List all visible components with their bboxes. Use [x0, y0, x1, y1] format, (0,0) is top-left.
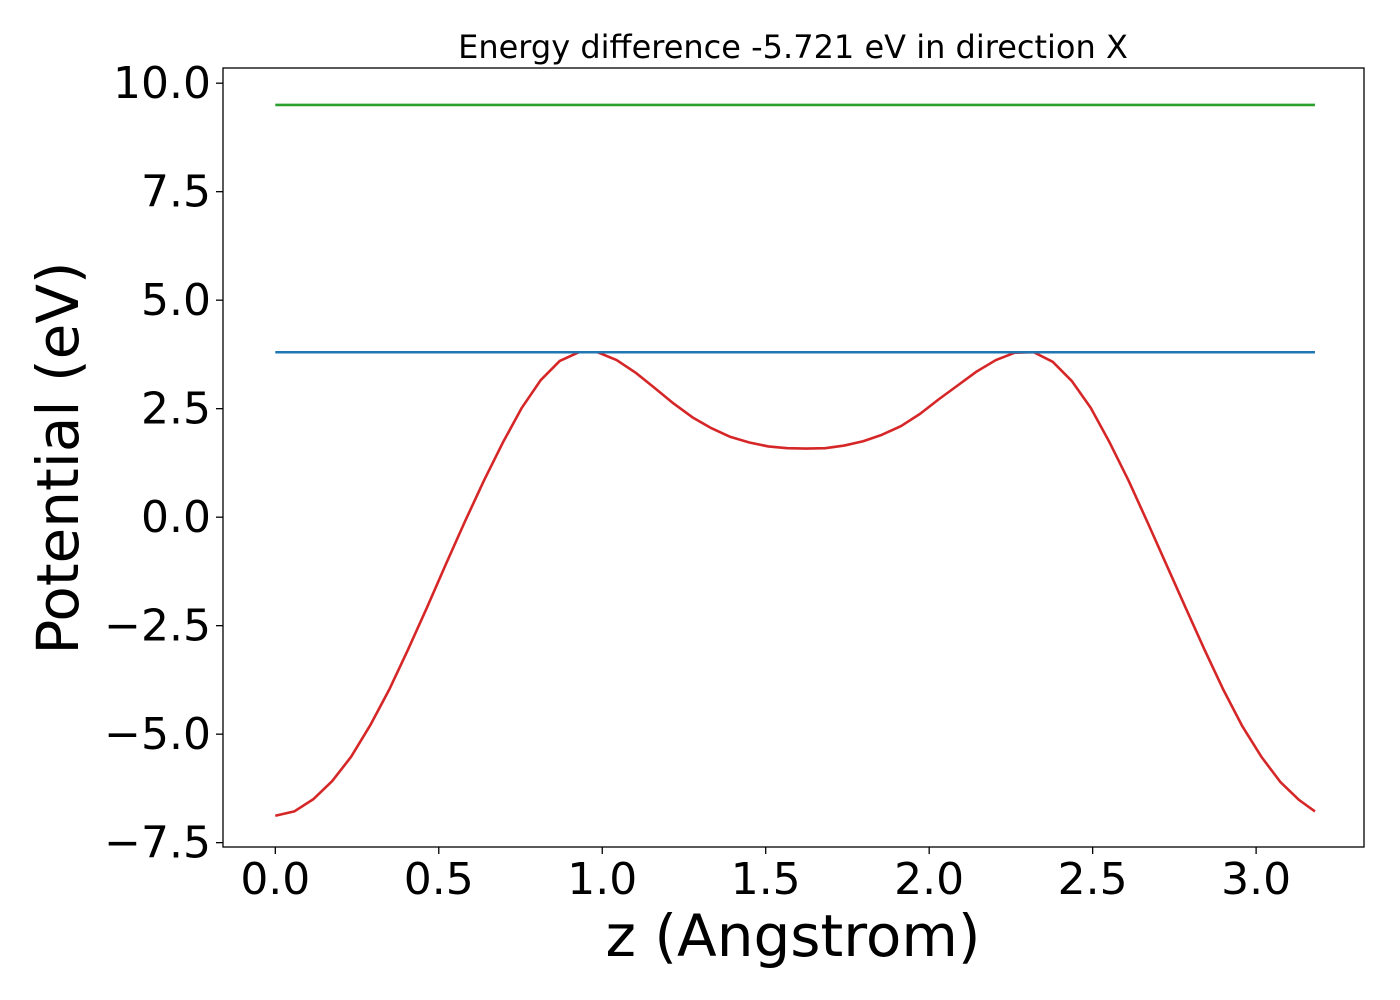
y-tick-label: 5.0	[141, 275, 211, 326]
x-axis-label: z (Angstrom)	[606, 902, 981, 970]
x-tick-label: 0.5	[404, 854, 474, 905]
x-tick-label: 2.0	[894, 854, 964, 905]
x-tick-label: 1.0	[567, 854, 637, 905]
y-axis: −7.5 −5.0 −2.5 0.0 2.5 5.0 7.5 10.0	[104, 58, 223, 869]
y-tick-label: 0.0	[141, 492, 211, 543]
series-line-0	[275, 350, 1316, 818]
plot-frame	[222, 67, 1365, 848]
chart-title: Energy difference -5.721 eV in direction…	[458, 28, 1128, 66]
series-layer	[275, 103, 1316, 818]
x-tick-label: 3.0	[1221, 854, 1291, 905]
y-axis-label: Potential (eV)	[24, 261, 92, 654]
x-tick-label: 0.0	[240, 854, 310, 905]
y-tick-label: 7.5	[141, 167, 211, 218]
y-tick-label: 2.5	[141, 384, 211, 435]
y-tick-label: −5.0	[104, 709, 211, 760]
y-tick-label: 10.0	[113, 58, 211, 109]
x-axis: 0.0 0.5 1.0 1.5 2.0 2.5 3.0	[240, 847, 1291, 905]
y-tick-label: −2.5	[104, 601, 211, 652]
y-tick-label: −7.5	[104, 818, 211, 869]
x-tick-label: 1.5	[731, 854, 801, 905]
x-tick-label: 2.5	[1058, 854, 1128, 905]
